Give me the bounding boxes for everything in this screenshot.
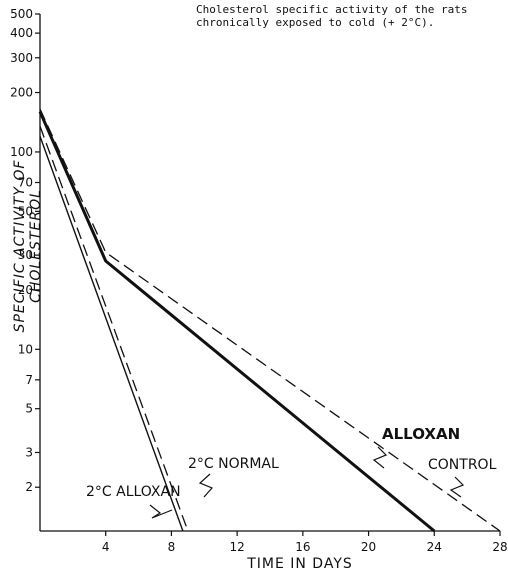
x-tick-label: 8 bbox=[168, 540, 176, 554]
series-label-2-c-normal: 2°C NORMAL bbox=[188, 456, 279, 472]
y-tick-label: 200 bbox=[10, 86, 33, 100]
series-label-leader bbox=[149, 504, 173, 519]
y-tick-label: 5 bbox=[25, 402, 33, 416]
y-tick-label: 50 bbox=[18, 204, 33, 218]
series-label-leader bbox=[198, 473, 214, 498]
series-label-alloxan: ALLOXAN bbox=[382, 425, 460, 443]
series-label-leader bbox=[372, 446, 388, 469]
series-line-2-c-normal bbox=[39, 125, 189, 532]
x-tick-label: 20 bbox=[361, 540, 376, 554]
y-tick-label: 20 bbox=[18, 283, 33, 297]
y-tick-label: 500 bbox=[10, 7, 33, 21]
series-line-alloxan bbox=[38, 111, 436, 533]
x-tick-label: 12 bbox=[230, 540, 245, 554]
y-tick-label: 300 bbox=[10, 51, 33, 65]
x-tick-label: 28 bbox=[492, 540, 507, 554]
series-label-2-c-alloxan: 2°C ALLOXAN bbox=[86, 484, 181, 500]
y-tick-label: 7 bbox=[25, 373, 33, 387]
x-tick-label: 24 bbox=[427, 540, 442, 554]
y-tick-label: 2 bbox=[25, 480, 33, 494]
x-axis-label: TIME IN DAYS bbox=[247, 556, 353, 572]
series-label-leader bbox=[449, 476, 465, 498]
y-tick-label: 400 bbox=[10, 26, 33, 40]
x-tick-label: 16 bbox=[295, 540, 310, 554]
y-tick-label: 70 bbox=[18, 176, 33, 190]
series-line-control bbox=[39, 108, 501, 532]
y-tick-label: 3 bbox=[25, 445, 33, 459]
series-label-control: CONTROL bbox=[428, 457, 497, 473]
chart-title: Cholesterol specific activity of the rat… bbox=[196, 3, 468, 29]
y-tick-label: 10 bbox=[18, 342, 33, 356]
x-tick-label: 4 bbox=[102, 540, 110, 554]
y-tick-label: 30 bbox=[18, 248, 33, 262]
y-tick-label: 100 bbox=[10, 145, 33, 159]
series-line-2-c-alloxan bbox=[39, 136, 184, 532]
y-axis-label: SPECIFIC ACTIVITY OF CHOLESTEROL bbox=[12, 159, 44, 333]
